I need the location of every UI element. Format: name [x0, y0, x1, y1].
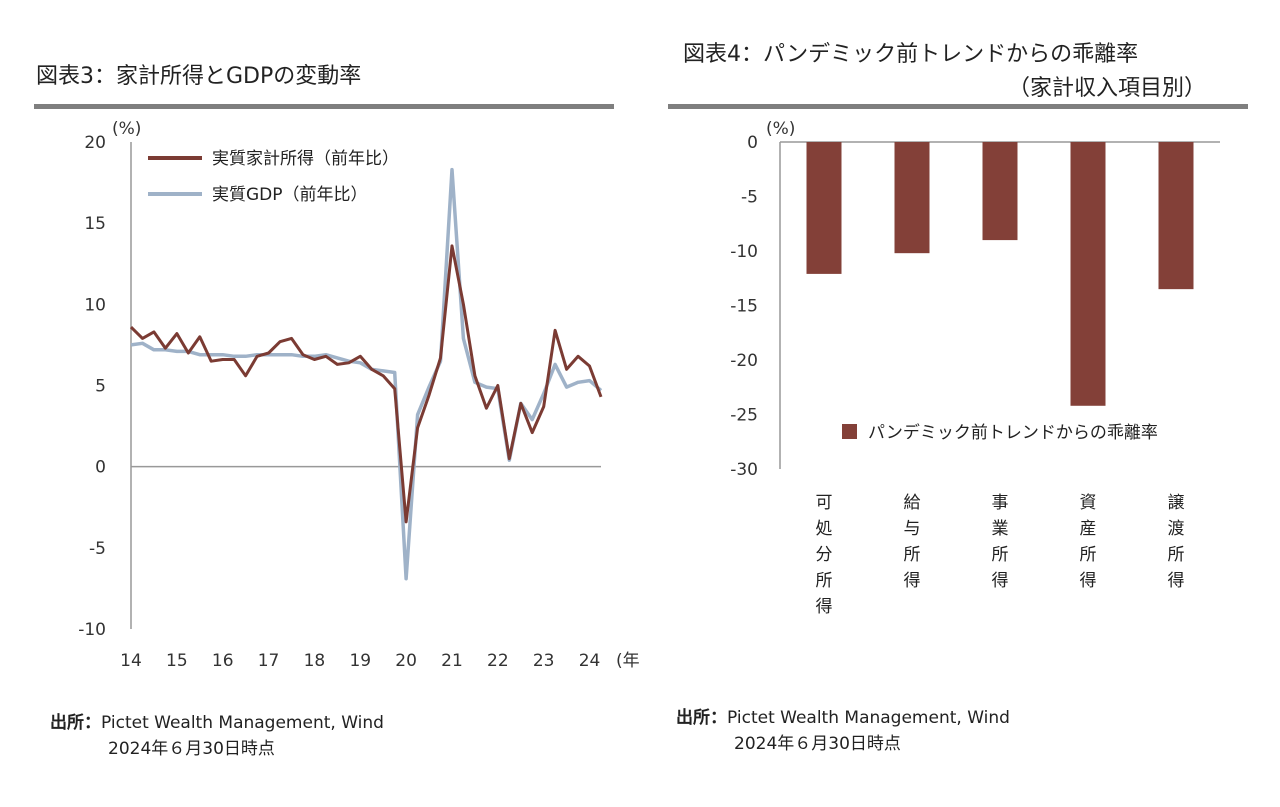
x-tick-label: 17: [258, 651, 280, 671]
left-title-rule: [34, 104, 614, 109]
x-tick-label: 19: [349, 651, 371, 671]
right-source: 出所：Pictet Wealth Management, Wind 2024年６…: [676, 705, 1010, 757]
right-as-of: 2024年６月30日時点: [734, 734, 901, 754]
bar: [1070, 142, 1106, 406]
left-line-chart: 20 15 10 5 0 -5 -10 (%) 14 15 16 17 18 19 20 21 22 23 24 (年…: [78, 119, 640, 671]
right-source-label: 出所：: [676, 708, 727, 728]
bar: [982, 142, 1018, 241]
right-bar-chart: 0 -5 -10 -15 -20 -25 -30 (%) 可処分所得 給与所得 事業所得 資産所得 譲渡…: [730, 119, 1220, 617]
y-tick-label: -10: [78, 620, 106, 640]
x-unit-label: (年): [616, 651, 640, 671]
y-tick-label: -5: [89, 539, 106, 559]
category-label: 給与所得: [904, 493, 921, 591]
x-tick-label: 21: [441, 651, 463, 671]
x-tick-label: 23: [533, 651, 555, 671]
right-chart-title: 図表4：パンデミック前トレンドからの乖離率: [683, 42, 1139, 67]
legend-label: 実質家計所得（前年比）: [212, 149, 399, 169]
y-tick-label: -30: [730, 460, 758, 480]
y-unit-label: (%): [112, 119, 141, 139]
left-source: 出所：Pictet Wealth Management, Wind 2024年６…: [50, 710, 384, 762]
x-tick-label: 22: [487, 651, 509, 671]
left-source-text: Pictet Wealth Management, Wind: [101, 713, 384, 733]
bar: [894, 142, 930, 254]
y-tick-label: 0: [95, 458, 106, 478]
y-tick-label: 15: [84, 214, 106, 234]
x-tick-label: 14: [120, 651, 142, 671]
x-tick-label: 20: [395, 651, 417, 671]
y-tick-label: -5: [741, 188, 758, 208]
category-label: 資産所得: [1080, 493, 1097, 591]
category-label: 事業所得: [992, 493, 1009, 591]
right-title-rule: [668, 104, 1248, 109]
bar: [1158, 142, 1194, 290]
y-tick-label: -10: [730, 242, 758, 262]
y-tick-label: -15: [730, 297, 758, 317]
x-tick-label: 15: [166, 651, 188, 671]
x-tick-label: 16: [212, 651, 234, 671]
y-tick-label: 10: [84, 295, 106, 315]
y-tick-label: -20: [730, 351, 758, 371]
x-tick-label: 24: [579, 651, 601, 671]
y-tick-label: -25: [730, 406, 758, 426]
y-tick-label: 5: [95, 377, 106, 397]
gdp-series-line: [130, 167, 603, 581]
income-series-line: [129, 244, 603, 524]
left-chart-title: 図表3：家計所得とGDPの変動率: [36, 64, 362, 89]
category-label: 譲渡所得: [1168, 493, 1185, 591]
y-unit-label: (%): [766, 119, 795, 139]
category-label: 可処分所得: [816, 493, 833, 617]
right-source-text: Pictet Wealth Management, Wind: [727, 708, 1010, 728]
bar: [806, 142, 842, 274]
left-source-label: 出所：: [50, 713, 101, 733]
legend-swatch: [842, 424, 857, 439]
y-tick-label: 0: [747, 133, 758, 153]
legend-label: パンデミック前トレンドからの乖離率: [868, 422, 1158, 443]
left-as-of: 2024年６月30日時点: [108, 739, 275, 759]
y-tick-label: 20: [84, 133, 106, 153]
x-tick-label: 18: [304, 651, 326, 671]
legend-label: 実質GDP（前年比）: [212, 185, 368, 205]
right-chart-subtitle: （家計収入項目別）: [1008, 76, 1207, 101]
